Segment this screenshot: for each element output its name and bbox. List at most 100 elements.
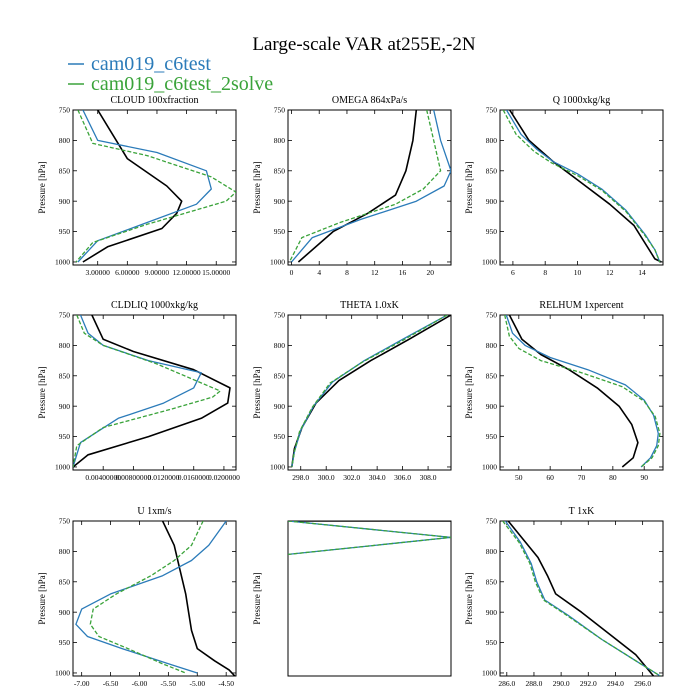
y-tick-label: 1000	[482, 258, 497, 267]
y-tick-label: 800	[274, 341, 286, 350]
panel-6: RELHUM 1xpercent 750 800 850 900 950 1000 50 60 7…	[464, 300, 664, 482]
x-tick-label: 0.00800000	[116, 473, 152, 482]
panel-7: U 1xm/s 750 800 850 900 950 1000 -7.00 -6.50 -6.0…	[37, 506, 237, 688]
x-tick-label: 50	[515, 473, 523, 482]
x-tick-label: 302.0	[343, 473, 360, 482]
x-tick-label: -5.50	[161, 679, 177, 688]
y-tick-label: 900	[274, 197, 286, 206]
series-line-cam019_c6test_2solve	[502, 521, 661, 676]
y-tick-label: 1000	[482, 669, 497, 678]
y-tick-label: 900	[59, 608, 71, 617]
legend-label-1: cam019_c6test	[91, 53, 211, 75]
x-tick-label: 4	[317, 268, 321, 277]
x-tick-label: 0.00400000	[85, 473, 121, 482]
y-tick-label: 900	[59, 402, 71, 411]
x-tick-label: 288.0	[526, 679, 543, 688]
x-tick-label: 6	[511, 268, 515, 277]
y-tick-label: 750	[59, 311, 71, 320]
legend-label-2: cam019_c6test_2solve	[91, 73, 273, 95]
y-tick-label: 800	[486, 547, 498, 556]
x-tick-label: 296.0	[634, 679, 651, 688]
y-tick-label: 750	[274, 311, 286, 320]
series-line-reference	[508, 315, 639, 468]
y-tick-label: 750	[274, 106, 286, 115]
y-tick-label: 800	[274, 136, 286, 145]
plot-frame	[287, 520, 452, 677]
series-line-reference	[161, 521, 236, 676]
x-tick-label: 298.0	[292, 473, 309, 482]
x-tick-label: 60	[546, 473, 554, 482]
y-axis-label: Pressure [hPa]	[464, 366, 474, 418]
series-line-reference	[82, 110, 183, 263]
series-line-reference	[507, 521, 655, 676]
x-tick-label: 20	[426, 268, 434, 277]
panel-title: CLDLIQ 1000xkg/kg	[111, 300, 198, 311]
series-line-cam019_c6test_2solve	[288, 110, 442, 263]
y-tick-label: 800	[486, 341, 498, 350]
y-tick-label: 900	[59, 197, 71, 206]
series-line-cam019_c6test_2solve	[89, 521, 204, 674]
series-line-reference	[291, 315, 451, 468]
panel-title: RELHUM 1xpercent	[539, 300, 623, 311]
x-tick-label: 0.0200000	[208, 473, 240, 482]
y-tick-label: 800	[486, 136, 498, 145]
series-line-cam019_c6test	[291, 315, 448, 468]
plot-frame	[287, 314, 452, 471]
x-tick-label: 304.0	[369, 473, 386, 482]
y-tick-label: 750	[486, 106, 498, 115]
x-tick-label: -7.00	[74, 679, 90, 688]
y-tick-label: 950	[486, 227, 498, 236]
x-tick-label: 286.0	[498, 679, 515, 688]
y-tick-label: 950	[486, 432, 498, 441]
y-axis-label: Pressure [hPa]	[37, 572, 47, 624]
y-tick-label: 1000	[55, 258, 70, 267]
x-tick-label: 6.00000	[115, 268, 140, 277]
y-tick-label: 1000	[270, 258, 285, 267]
y-tick-label: 850	[274, 371, 286, 380]
y-tick-label: 1000	[55, 463, 70, 472]
y-tick-label: 750	[59, 106, 71, 115]
series-line-reference	[297, 110, 418, 263]
plot-frame	[72, 520, 237, 677]
y-tick-label: 950	[59, 638, 71, 647]
series-line-cam019_c6test	[77, 110, 212, 263]
x-tick-label: -5.00	[189, 679, 205, 688]
x-tick-label: 3.00000	[86, 268, 111, 277]
legend: cam019_c6test cam019_c6test_2solve	[68, 53, 273, 95]
x-tick-label: 16	[399, 268, 407, 277]
panel-2: OMEGA 864xPa/s 750 800 850 900 950 1000 0 4 8 12 16…	[252, 95, 452, 277]
y-tick-label: 950	[486, 638, 498, 647]
series-line-cam019_c6test_2solve	[75, 110, 236, 263]
x-tick-label: 8	[345, 268, 349, 277]
panel-title: T 1xK	[569, 506, 595, 517]
y-tick-label: 1000	[55, 669, 70, 678]
series-line-cam019_c6test	[73, 315, 202, 468]
x-tick-label: 15.00000	[202, 268, 230, 277]
x-tick-label: 10	[574, 268, 582, 277]
series-line-cam019_c6test	[291, 110, 451, 263]
y-tick-label: 750	[486, 311, 498, 320]
series-line-reference	[73, 315, 231, 468]
y-tick-label: 850	[486, 166, 498, 175]
y-tick-label: 1000	[482, 463, 497, 472]
series-line-cam019_c6test_2solve	[291, 315, 448, 468]
y-axis-label: Pressure [hPa]	[252, 366, 262, 418]
series-line-reference	[509, 110, 662, 263]
series-line-cam019_c6test_2solve	[502, 110, 661, 263]
y-tick-label: 850	[486, 371, 498, 380]
panel-1: CLOUD 100xfraction 750 800 850 900 950 1000 3.0…	[37, 95, 237, 277]
y-tick-label: 750	[59, 517, 71, 526]
plot-frame	[499, 109, 664, 266]
series-line-cam019_c6test	[504, 521, 661, 676]
y-tick-label: 900	[486, 608, 498, 617]
x-tick-label: 12.00000	[173, 268, 201, 277]
x-tick-label: 300.0	[318, 473, 335, 482]
y-tick-label: 750	[486, 517, 498, 526]
plot-frame	[499, 314, 664, 471]
x-tick-label: 0	[290, 268, 294, 277]
y-tick-label: 900	[486, 402, 498, 411]
series-line-cam019_c6test_2solve	[504, 315, 661, 468]
panel-title: CLOUD 100xfraction	[110, 95, 198, 106]
